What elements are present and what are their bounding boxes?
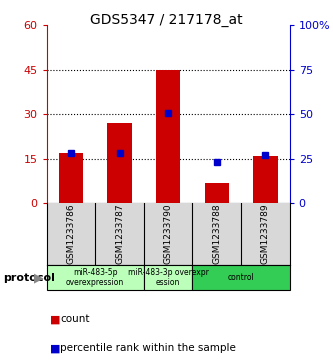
Text: miR-483-3p overexpr
ession: miR-483-3p overexpr ession: [128, 268, 208, 287]
Text: GSM1233788: GSM1233788: [212, 204, 221, 265]
Bar: [107, 123, 132, 203]
Bar: [47, 265, 144, 290]
Bar: [192, 265, 290, 290]
Text: ■: ■: [50, 314, 61, 325]
Bar: [204, 183, 229, 203]
Text: GSM1233786: GSM1233786: [66, 204, 76, 265]
Text: GSM1233787: GSM1233787: [115, 204, 124, 265]
Text: protocol: protocol: [3, 273, 55, 283]
Bar: [253, 156, 278, 203]
Text: GSM1233790: GSM1233790: [164, 204, 173, 265]
Bar: [144, 265, 192, 290]
Text: percentile rank within the sample: percentile rank within the sample: [60, 343, 236, 354]
Text: GSM1233789: GSM1233789: [261, 204, 270, 265]
Text: GDS5347 / 217178_at: GDS5347 / 217178_at: [90, 13, 243, 27]
Bar: [156, 70, 180, 203]
Text: ■: ■: [50, 343, 61, 354]
Text: ▶: ▶: [34, 271, 43, 284]
Text: count: count: [60, 314, 90, 325]
Bar: [59, 153, 83, 203]
Text: miR-483-5p
overexpression: miR-483-5p overexpression: [66, 268, 124, 287]
Text: control: control: [228, 273, 254, 282]
